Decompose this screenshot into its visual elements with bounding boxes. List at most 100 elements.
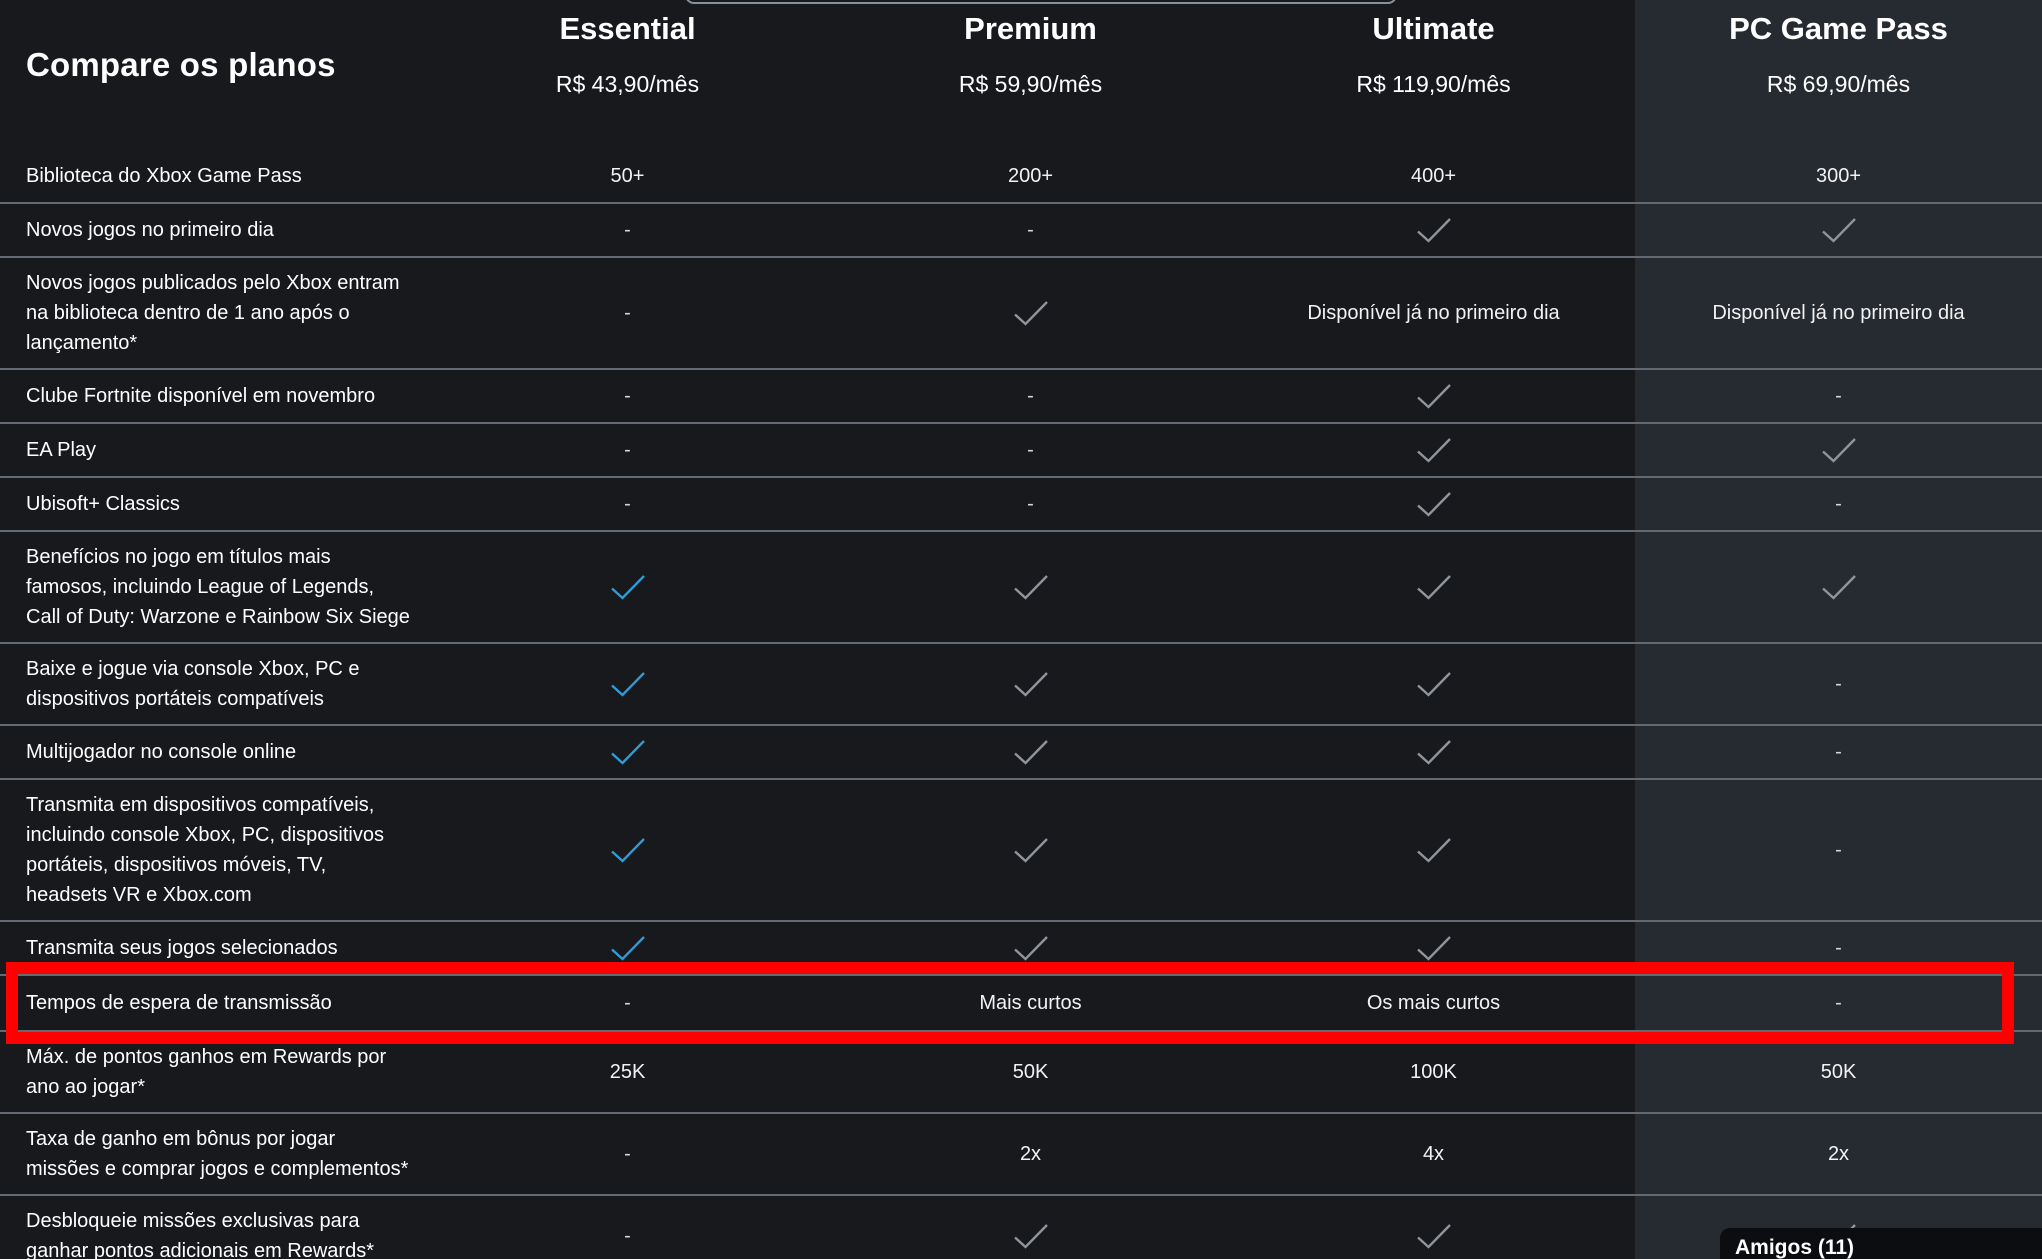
plan-column-header: Essential R$ 43,90/mês [426,0,829,150]
check-icon [1013,672,1048,697]
check-icon [610,936,645,961]
check-icon [1416,936,1451,961]
check-icon [1416,740,1451,765]
table-cell-premium [829,726,1232,778]
feature-label: Tempos de espera de transmissão [26,992,332,1014]
not-included-dash: - [1027,438,1034,461]
table-cell-pc-game-pass: - [1635,370,2042,422]
table-cell-pc-game-pass: Disponível já no primeiro dia [1712,301,1965,324]
table-row: Transmita seus jogos selecionados - [0,922,2042,976]
table-cell-essential [426,824,829,876]
check-icon [1416,1224,1451,1249]
title-cell: Compare os planos [0,0,426,150]
comparison-table: Biblioteca do Xbox Game Pass 50+ 200+ 40… [0,150,2042,1259]
check-icon [1013,1224,1048,1249]
check-icon [1416,672,1451,697]
table-cell-premium: Mais curtos [979,991,1082,1014]
table-cell-essential: - [426,424,829,476]
table-cell-essential: - [426,977,829,1029]
table-cell-premium: 2x [1019,1142,1042,1165]
table-row: Máx. de pontos ganhos em Rewards por ano… [0,1032,2042,1114]
plan-name: Ultimate [1372,11,1495,46]
table-cell-ultimate [1232,824,1635,876]
feature-label: Taxa de ganho em bônus por jogar missões… [26,1128,409,1180]
feature-label: Transmita seus jogos selecionados [26,937,338,959]
table-cell-premium: 50K [1012,1060,1049,1083]
table-cell-essential: - [426,370,829,422]
not-included-dash: - [1835,384,1842,407]
table-cell-ultimate [1232,478,1635,530]
table-cell-essential: - [426,287,829,339]
table-cell-essential: - [426,478,829,530]
friends-popup[interactable]: Amigos (11) [1720,1228,2042,1259]
table-cell-pc-game-pass: - [1635,977,2042,1029]
plan-name: Premium [964,11,1097,46]
plan-price: R$ 69,90/mês [1766,71,1911,97]
table-cell-ultimate [1232,1210,1635,1259]
table-cell-pc-game-pass: - [1635,726,2042,778]
not-included-dash: - [1027,218,1034,241]
not-included-dash: - [1027,492,1034,515]
check-icon [610,838,645,863]
not-included-dash: - [624,1142,631,1165]
table-cell-pc-game-pass: - [1635,824,2042,876]
not-included-dash: - [624,301,631,324]
not-included-dash: - [624,991,631,1014]
table-cell-pc-game-pass: 50K [1820,1060,1857,1083]
check-icon [1013,575,1048,600]
check-icon [610,740,645,765]
table-cell-ultimate: 400+ [1410,164,1457,187]
table-cell-pc-game-pass: - [1635,922,2042,974]
table-row: EA Play - - [0,424,2042,478]
table-cell-premium: - [829,370,1232,422]
not-included-dash: - [624,492,631,515]
check-icon [1013,301,1048,326]
table-row: Transmita em dispositivos compatíveis, i… [0,780,2042,922]
table-cell-essential: 50+ [610,164,645,187]
check-icon [1013,740,1048,765]
not-included-dash: - [624,1224,631,1247]
table-cell-premium [829,658,1232,710]
check-icon [1416,384,1451,409]
check-icon [610,672,645,697]
plan-price: R$ 119,90/mês [1356,71,1511,97]
not-included-dash: - [624,384,631,407]
table-cell-premium: 200+ [1007,164,1054,187]
table-header: Compare os planos Essential R$ 43,90/mês… [0,0,2042,150]
plan-name: PC Game Pass [1729,11,1948,46]
table-cell-ultimate: Os mais curtos [1366,991,1501,1014]
table-row: Novos jogos no primeiro dia - - [0,204,2042,258]
popup-edge [685,0,1397,4]
table-cell-ultimate [1232,658,1635,710]
table-row: Novos jogos publicados pelo Xbox entram … [0,258,2042,370]
table-cell-essential: - [426,1210,829,1259]
feature-label: Novos jogos no primeiro dia [26,219,274,241]
table-cell-premium: - [829,424,1232,476]
table-cell-essential [426,658,829,710]
check-icon [1416,438,1451,463]
table-row: Multijogador no console online - [0,726,2042,780]
table-cell-pc-game-pass: - [1635,658,2042,710]
feature-label: EA Play [26,439,97,461]
feature-label: Máx. de pontos ganhos em Rewards por ano… [26,1046,387,1098]
check-icon [1416,492,1451,517]
table-cell-premium [829,1210,1232,1259]
table-cell-premium: - [829,204,1232,256]
plan-price: R$ 43,90/mês [555,71,700,97]
table-cell-ultimate [1232,561,1635,613]
feature-label: Biblioteca do Xbox Game Pass [26,165,302,187]
check-icon [1013,936,1048,961]
table-row: Benefícios no jogo em títulos mais famos… [0,532,2042,644]
pc-column-highlight [1635,0,2042,1259]
table-row: Baixe e jogue via console Xbox, PC e dis… [0,644,2042,726]
table-cell-ultimate [1232,370,1635,422]
table-cell-ultimate: Disponível já no primeiro dia [1307,301,1560,324]
table-row: Biblioteca do Xbox Game Pass 50+ 200+ 40… [0,150,2042,204]
not-included-dash: - [1835,838,1842,861]
plan-column-header: Premium R$ 59,90/mês [829,0,1232,150]
check-icon [1821,438,1856,463]
feature-label: Transmita em dispositivos compatíveis, i… [26,794,384,906]
table-cell-premium [829,824,1232,876]
check-icon [1416,218,1451,243]
